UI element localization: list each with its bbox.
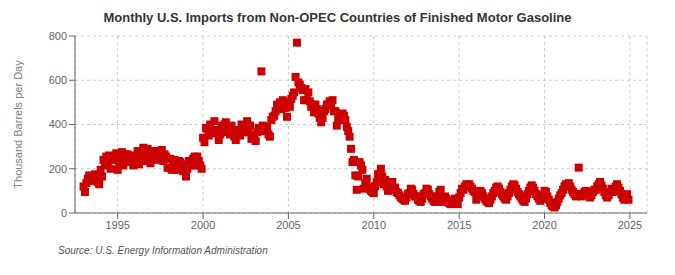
svg-text:2005: 2005 <box>276 219 300 231</box>
html-text:Source: U.S. Energy Informatio: Source: U.S. Energy Information Administ… <box>58 245 268 256</box>
svg-text:2010: 2010 <box>362 219 386 231</box>
svg-text:600: 600 <box>49 74 67 86</box>
svg-text:2000: 2000 <box>191 219 215 231</box>
svg-text:200: 200 <box>49 163 67 175</box>
html-text:Monthly U.S. Imports from Non-: Monthly U.S. Imports from Non-OPEC Count… <box>103 10 572 25</box>
svg-text:800: 800 <box>49 30 67 42</box>
svg-text:2015: 2015 <box>447 219 471 231</box>
svg-text:2020: 2020 <box>532 219 556 231</box>
svg-text:Thousand Barrels per Day: Thousand Barrels per Day <box>12 60 24 189</box>
svg-text:2025: 2025 <box>618 219 642 231</box>
svg-text:1995: 1995 <box>105 219 129 231</box>
svg-text:400: 400 <box>49 118 67 130</box>
svg-text:0: 0 <box>61 207 67 219</box>
